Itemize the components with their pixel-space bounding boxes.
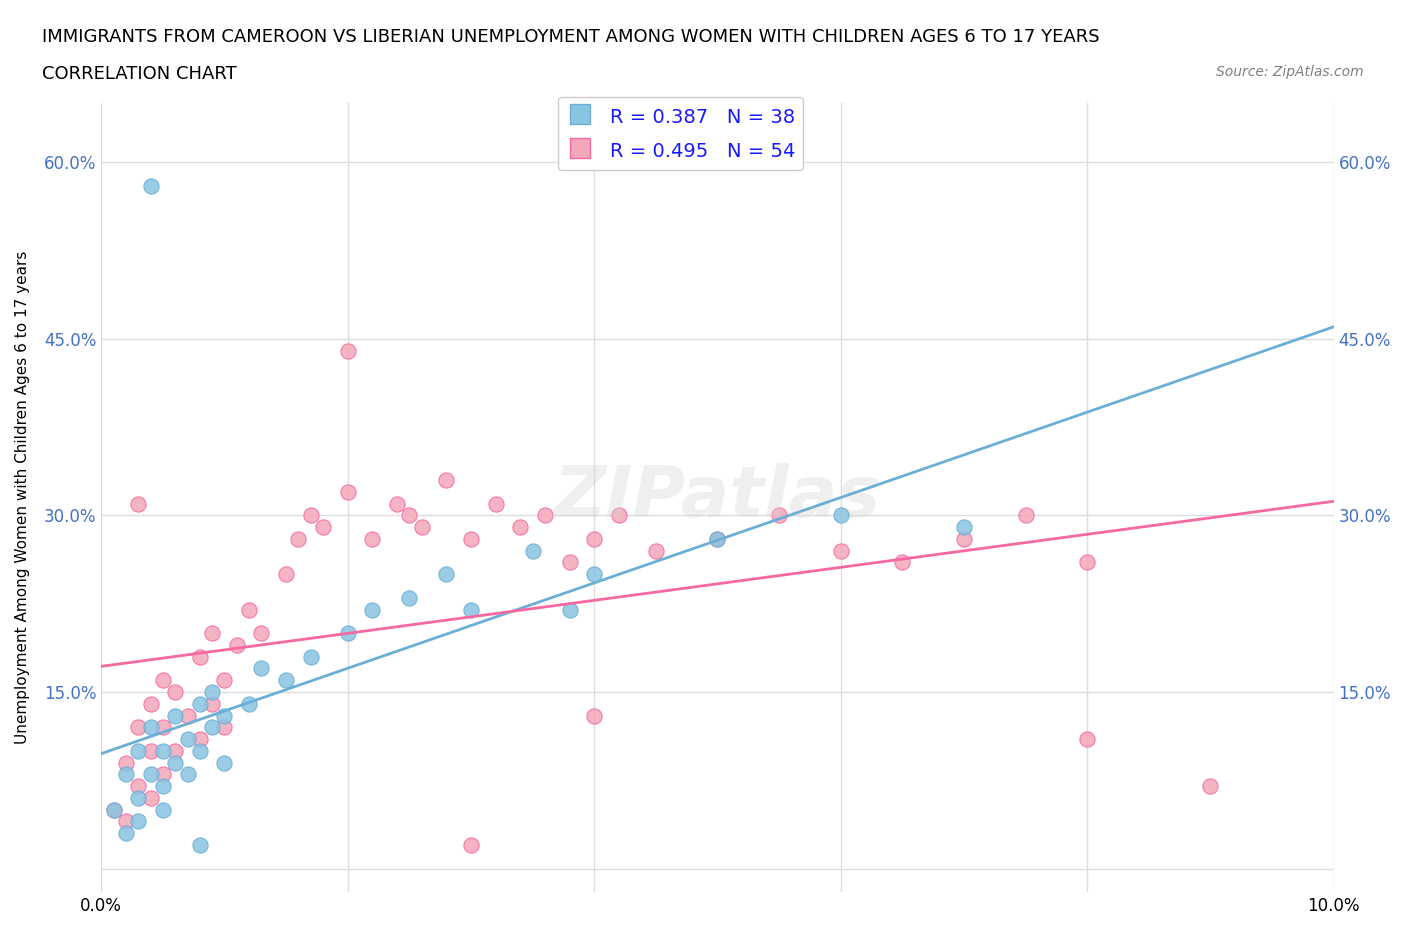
Point [139,179,162,193]
Point [176,732,198,747]
Point [152,778,174,793]
Point [139,790,162,805]
Point [644,543,666,558]
Point [361,531,384,546]
Point [460,838,482,853]
Text: IMMIGRANTS FROM CAMEROON VS LIBERIAN UNEMPLOYMENT AMONG WOMEN WITH CHILDREN AGES: IMMIGRANTS FROM CAMEROON VS LIBERIAN UNE… [42,28,1099,46]
Point [214,720,236,735]
Point [460,531,482,546]
Point [165,708,187,723]
Text: CORRELATION CHART: CORRELATION CHART [42,65,238,83]
Point [953,531,976,546]
Point [115,767,138,782]
Point [460,602,482,617]
Point [127,778,149,793]
Point [336,626,359,641]
Point [336,343,359,358]
Point [1076,732,1098,747]
Point [312,520,335,535]
Point [891,555,914,570]
Point [706,531,728,546]
Point [103,803,125,817]
Point [299,649,322,664]
Point [299,508,322,523]
Point [139,697,162,711]
Point [214,755,236,770]
Point [558,555,581,570]
Point [287,531,309,546]
Point [274,566,297,581]
Point [201,626,224,641]
Point [139,767,162,782]
Legend: R = 0.387   N = 38, R = 0.495   N = 54: R = 0.387 N = 38, R = 0.495 N = 54 [558,98,803,170]
Point [534,508,557,523]
Point [214,708,236,723]
Point [411,520,433,535]
Point [127,743,149,758]
Point [336,485,359,499]
Point [385,497,408,512]
Point [152,672,174,687]
Point [434,472,457,487]
Point [238,602,260,617]
Point [509,520,531,535]
Point [127,720,149,735]
Point [484,497,506,512]
Point [250,626,273,641]
Point [152,803,174,817]
Point [165,743,187,758]
Point [127,790,149,805]
Point [188,649,211,664]
Point [127,497,149,512]
Point [139,743,162,758]
Point [1014,508,1036,523]
Text: Source: ZipAtlas.com: Source: ZipAtlas.com [1216,65,1364,79]
Point [201,684,224,699]
Point [214,672,236,687]
Point [398,508,420,523]
Point [398,591,420,605]
Text: ZIPatlas: ZIPatlas [554,463,882,532]
Point [201,697,224,711]
Point [165,684,187,699]
Point [830,508,852,523]
Point [434,566,457,581]
Point [583,566,606,581]
Point [201,720,224,735]
Point [115,814,138,829]
Point [152,767,174,782]
Point [522,543,544,558]
Y-axis label: Unemployment Among Women with Children Ages 6 to 17 years: Unemployment Among Women with Children A… [15,251,30,744]
Point [188,838,211,853]
Point [250,661,273,676]
Point [607,508,630,523]
Point [583,708,606,723]
Point [152,743,174,758]
Point [706,531,728,546]
Point [1076,555,1098,570]
Point [274,672,297,687]
Point [558,602,581,617]
Point [583,531,606,546]
Point [176,767,198,782]
Point [152,720,174,735]
Point [188,743,211,758]
Point [165,755,187,770]
Point [139,720,162,735]
Point [1199,778,1222,793]
Point [361,602,384,617]
Point [127,814,149,829]
Point [115,826,138,841]
Point [188,697,211,711]
Point [225,637,247,652]
Point [768,508,790,523]
Point [238,697,260,711]
Point [176,708,198,723]
Point [953,520,976,535]
Point [103,803,125,817]
Point [188,732,211,747]
Point [830,543,852,558]
Point [115,755,138,770]
